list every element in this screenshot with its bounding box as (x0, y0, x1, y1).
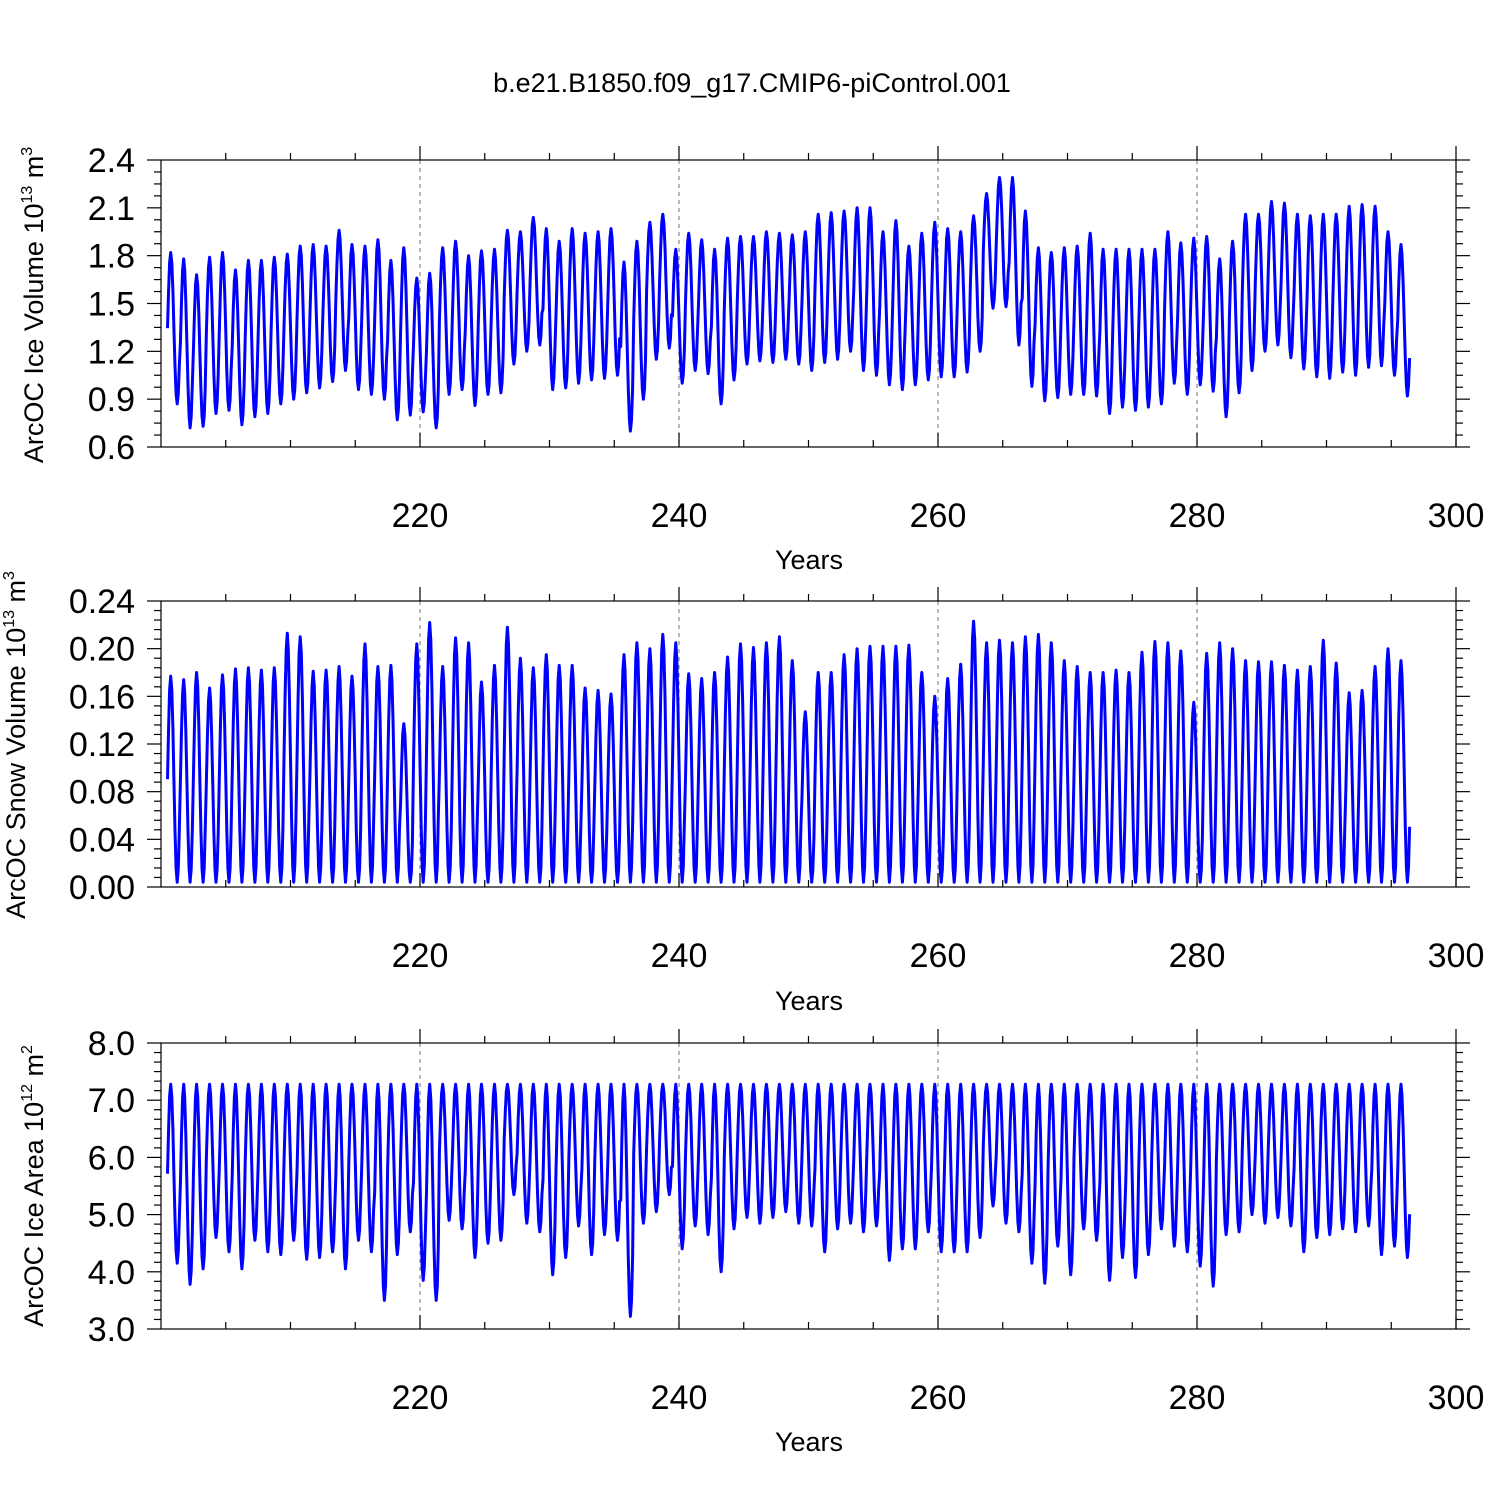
y-tick-label-snow-volume-3: 0.12 (69, 726, 135, 764)
y-tick-label-snow-volume-2: 0.08 (69, 774, 135, 812)
x-tick-label-snow-volume-2: 260 (910, 937, 967, 975)
y-tick-label-snow-volume-4: 0.16 (69, 678, 135, 716)
y-tick-label-ice-area-2: 5.0 (88, 1197, 135, 1235)
series-line-snow-volume (166, 619, 1412, 884)
xlabel-snow-volume: Years (775, 986, 843, 1016)
x-tick-label-ice-volume-0: 220 (392, 497, 449, 535)
x-tick-label-ice-area-2: 260 (910, 1379, 967, 1417)
x-tick-label-snow-volume-3: 280 (1169, 937, 1226, 975)
x-tick-label-ice-area-0: 220 (392, 1379, 449, 1417)
xlabel-ice-area: Years (775, 1427, 843, 1457)
y-tick-label-snow-volume-5: 0.20 (69, 631, 135, 669)
x-tick-label-ice-volume-2: 260 (910, 497, 967, 535)
ylabel-ice-volume: ArcOC Ice Volume 1013 m3 (19, 147, 49, 463)
series-line-ice-volume (166, 176, 1412, 433)
y-tick-label-ice-area-3: 6.0 (88, 1139, 135, 1177)
y-tick-label-ice-area-4: 7.0 (88, 1082, 135, 1120)
x-tick-label-snow-volume-1: 240 (651, 937, 708, 975)
panel-snow-volume: ArcOC Snow Volume 1013 m3 Years 0.00 0.04… (1, 571, 1484, 1016)
y-tick-label-snow-volume-1: 0.04 (69, 821, 135, 859)
series-line-ice-area (166, 1082, 1412, 1318)
y-tick-label-ice-area-5: 8.0 (88, 1025, 135, 1063)
x-tick-label-ice-volume-3: 280 (1169, 497, 1226, 535)
ylabel-snow-volume: ArcOC Snow Volume 1013 m3 (1, 571, 31, 919)
y-tick-label-ice-area-1: 4.0 (88, 1254, 135, 1292)
y-tick-label-ice-volume-3: 1.5 (88, 286, 135, 324)
x-tick-label-ice-volume-1: 240 (651, 497, 708, 535)
y-tick-label-snow-volume-0: 0.00 (69, 869, 135, 907)
y-tick-label-ice-volume-5: 2.1 (88, 190, 135, 228)
y-tick-label-ice-volume-4: 1.8 (88, 238, 135, 276)
xlabel-ice-volume: Years (775, 545, 843, 575)
chart-title: b.e21.B1850.f09_g17.CMIP6-piControl.001 (493, 68, 1011, 98)
x-tick-label-ice-area-4: 300 (1428, 1379, 1485, 1417)
panel-ice-area: ArcOC Ice Area 1012 m2 Years 3.0 4.0 5.0 6.… (19, 1025, 1484, 1457)
y-tick-label-ice-area-0: 3.0 (88, 1311, 135, 1349)
x-tick-label-ice-area-1: 240 (651, 1379, 708, 1417)
x-tick-label-ice-area-3: 280 (1169, 1379, 1226, 1417)
y-tick-label-snow-volume-6: 0.24 (69, 583, 135, 621)
y-tick-label-ice-volume-0: 0.6 (88, 429, 135, 467)
panel-ice-volume: ArcOC Ice Volume 1013 m3 Years 0.6 0.9 1.2… (19, 142, 1484, 575)
x-tick-label-ice-volume-4: 300 (1428, 497, 1485, 535)
y-tick-label-ice-volume-6: 2.4 (88, 142, 135, 180)
x-tick-label-snow-volume-0: 220 (392, 937, 449, 975)
x-tick-label-snow-volume-4: 300 (1428, 937, 1485, 975)
ylabel-ice-area: ArcOC Ice Area 1012 m2 (19, 1045, 49, 1327)
y-tick-label-ice-volume-2: 1.2 (88, 333, 135, 371)
y-tick-label-ice-volume-1: 0.9 (88, 381, 135, 419)
